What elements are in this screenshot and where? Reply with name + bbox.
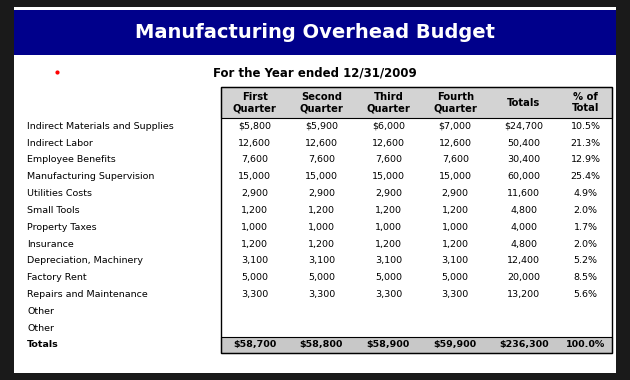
Text: 2,900: 2,900 [442, 189, 469, 198]
Text: $236,300: $236,300 [499, 340, 549, 350]
Text: 30,400: 30,400 [507, 155, 541, 165]
Text: 3,300: 3,300 [308, 290, 335, 299]
Text: 2.0%: 2.0% [573, 239, 598, 249]
Text: Manufacturing Supervision: Manufacturing Supervision [27, 172, 154, 181]
Text: 3,300: 3,300 [241, 290, 268, 299]
Text: 1,000: 1,000 [442, 223, 469, 232]
Text: 1,000: 1,000 [375, 223, 402, 232]
Text: 12,600: 12,600 [305, 139, 338, 147]
Text: 1,200: 1,200 [308, 239, 335, 249]
Text: Small Tools: Small Tools [27, 206, 80, 215]
Text: 1,200: 1,200 [442, 206, 469, 215]
Text: 5.2%: 5.2% [573, 256, 598, 265]
Text: 5,000: 5,000 [442, 273, 469, 282]
Text: $58,700: $58,700 [233, 340, 276, 350]
Text: 1,200: 1,200 [241, 239, 268, 249]
Text: 20,000: 20,000 [507, 273, 541, 282]
Text: $59,900: $59,900 [433, 340, 477, 350]
Text: Employee Benefits: Employee Benefits [27, 155, 116, 165]
Text: 3,300: 3,300 [442, 290, 469, 299]
Text: 13,200: 13,200 [507, 290, 541, 299]
Text: $24,700: $24,700 [504, 122, 543, 131]
Text: First
Quarter: First Quarter [232, 92, 277, 113]
Text: 100.0%: 100.0% [566, 340, 605, 350]
Text: 12,600: 12,600 [372, 139, 405, 147]
Text: Other: Other [27, 324, 54, 332]
Text: Second
Quarter: Second Quarter [299, 92, 343, 113]
Text: 1,200: 1,200 [375, 206, 402, 215]
Text: 4.9%: 4.9% [573, 189, 598, 198]
Text: 4,800: 4,800 [510, 206, 537, 215]
Text: 3,100: 3,100 [375, 256, 402, 265]
Text: 1,000: 1,000 [241, 223, 268, 232]
Text: 2,900: 2,900 [308, 189, 335, 198]
Text: Utilities Costs: Utilities Costs [27, 189, 92, 198]
Text: 7,600: 7,600 [241, 155, 268, 165]
Text: Depreciation, Machinery: Depreciation, Machinery [27, 256, 143, 265]
Text: Factory Rent: Factory Rent [27, 273, 87, 282]
Text: 3,100: 3,100 [241, 256, 268, 265]
Text: 15,000: 15,000 [438, 172, 472, 181]
Text: 12,600: 12,600 [438, 139, 472, 147]
Text: 3,100: 3,100 [442, 256, 469, 265]
Text: 5,000: 5,000 [375, 273, 402, 282]
Bar [14, 10, 616, 55]
Text: $5,900: $5,900 [305, 122, 338, 131]
Text: For the Year ended 12/31/2009: For the Year ended 12/31/2009 [213, 66, 417, 79]
Text: 1,200: 1,200 [442, 239, 469, 249]
Text: 12,400: 12,400 [507, 256, 541, 265]
Text: 50,400: 50,400 [507, 139, 541, 147]
Text: Totals: Totals [27, 340, 59, 350]
Text: 2,900: 2,900 [241, 189, 268, 198]
Text: 15,000: 15,000 [372, 172, 405, 181]
Text: 12.9%: 12.9% [571, 155, 600, 165]
Text: Property Taxes: Property Taxes [27, 223, 97, 232]
Text: Repairs and Maintenance: Repairs and Maintenance [27, 290, 148, 299]
Bar [221, 87, 612, 353]
Text: 4,000: 4,000 [510, 223, 537, 232]
Text: 1.7%: 1.7% [573, 223, 598, 232]
Text: Indirect Materials and Supplies: Indirect Materials and Supplies [27, 122, 174, 131]
Text: 12,600: 12,600 [238, 139, 271, 147]
Text: 7,600: 7,600 [308, 155, 335, 165]
Text: 25.4%: 25.4% [571, 172, 600, 181]
Text: $5,800: $5,800 [238, 122, 271, 131]
Text: 3,100: 3,100 [308, 256, 335, 265]
Text: 5,000: 5,000 [308, 273, 335, 282]
Text: Fourth
Quarter: Fourth Quarter [433, 92, 477, 113]
Text: 7,600: 7,600 [375, 155, 402, 165]
Text: Indirect Labor: Indirect Labor [27, 139, 93, 147]
Text: % of
Total: % of Total [572, 92, 599, 113]
Text: Third
Quarter: Third Quarter [367, 92, 410, 113]
Text: 3,300: 3,300 [375, 290, 402, 299]
Text: 15,000: 15,000 [305, 172, 338, 181]
Text: 11,600: 11,600 [507, 189, 541, 198]
Text: Other: Other [27, 307, 54, 316]
Text: 15,000: 15,000 [238, 172, 271, 181]
Text: $6,000: $6,000 [372, 122, 405, 131]
Text: Insurance: Insurance [27, 239, 74, 249]
Text: 60,000: 60,000 [507, 172, 541, 181]
Text: 5,000: 5,000 [241, 273, 268, 282]
Text: 2,900: 2,900 [375, 189, 402, 198]
Text: 1,200: 1,200 [308, 206, 335, 215]
Text: 1,000: 1,000 [308, 223, 335, 232]
Text: $58,800: $58,800 [300, 340, 343, 350]
Bar [221, 337, 612, 353]
Bar [221, 87, 612, 118]
Text: 1,200: 1,200 [375, 239, 402, 249]
Text: 2.0%: 2.0% [573, 206, 598, 215]
Text: 4,800: 4,800 [510, 239, 537, 249]
Text: Totals: Totals [507, 98, 541, 108]
Text: Manufacturing Overhead Budget: Manufacturing Overhead Budget [135, 23, 495, 42]
Text: 21.3%: 21.3% [571, 139, 600, 147]
Text: $58,900: $58,900 [367, 340, 410, 350]
Text: 1,200: 1,200 [241, 206, 268, 215]
Text: 7,600: 7,600 [442, 155, 469, 165]
Text: 8.5%: 8.5% [573, 273, 598, 282]
Text: $7,000: $7,000 [438, 122, 472, 131]
Text: 5.6%: 5.6% [573, 290, 598, 299]
Text: 10.5%: 10.5% [571, 122, 600, 131]
